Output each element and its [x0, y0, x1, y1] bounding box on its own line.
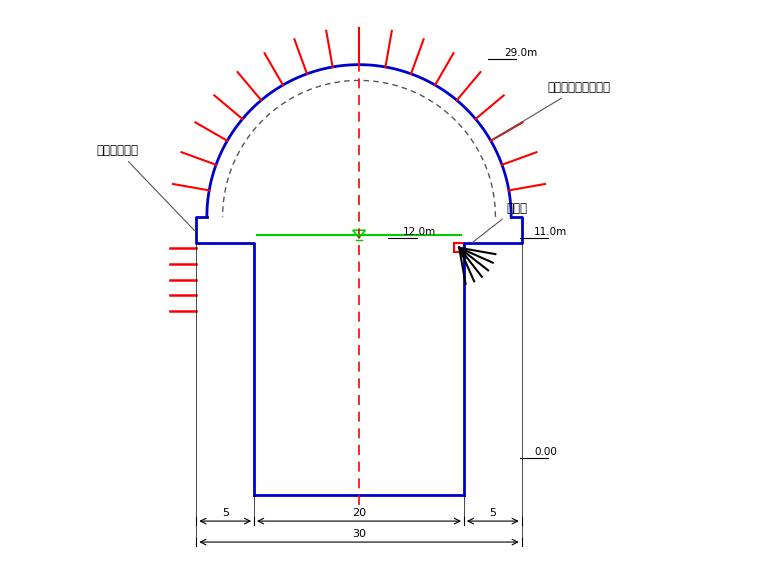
Polygon shape — [527, 238, 537, 249]
Polygon shape — [396, 238, 407, 249]
Polygon shape — [527, 458, 537, 469]
Text: 边墙锚喷支护: 边墙锚喷支护 — [97, 144, 195, 230]
Text: 吊车梁: 吊车梁 — [472, 202, 527, 243]
Text: 11.0m: 11.0m — [534, 227, 568, 237]
Text: 20: 20 — [352, 508, 366, 518]
Polygon shape — [496, 59, 506, 70]
Text: 5: 5 — [222, 508, 229, 518]
Text: 30: 30 — [352, 529, 366, 539]
Text: 29.0m: 29.0m — [504, 48, 537, 58]
Text: 5: 5 — [489, 508, 496, 518]
Text: 12.0m: 12.0m — [403, 227, 436, 237]
Text: 拱部钢筋混凝土衬砌: 拱部钢筋混凝土衬砌 — [493, 81, 611, 139]
Text: 0.00: 0.00 — [534, 447, 557, 457]
